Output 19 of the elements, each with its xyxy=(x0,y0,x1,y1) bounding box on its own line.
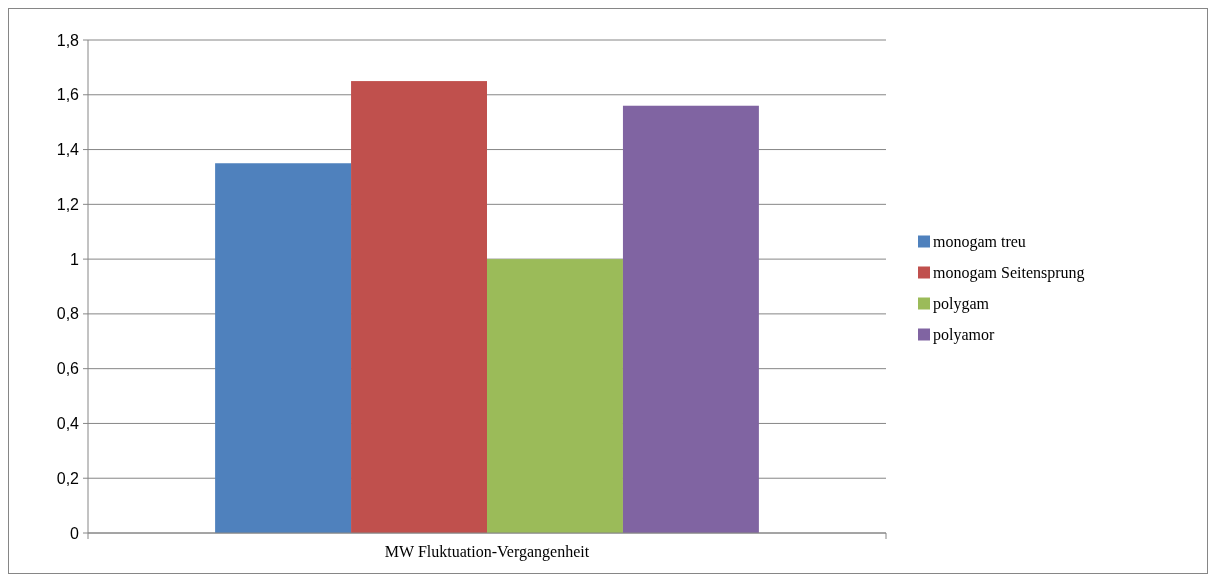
y-tick-label: 0 xyxy=(70,524,80,542)
legend-label: polyamor xyxy=(933,326,995,345)
bar xyxy=(487,259,623,533)
bar xyxy=(351,81,487,533)
y-tick-label: 0,6 xyxy=(56,360,80,378)
y-tick-label: 1,6 xyxy=(56,86,80,104)
x-tick-label: MW Fluktuation-Vergangenheit xyxy=(384,543,590,561)
bar xyxy=(622,105,759,533)
y-tick-label: 1,8 xyxy=(56,31,80,49)
y-tick-label: 0,4 xyxy=(56,415,80,433)
y-tick-label: 1,4 xyxy=(56,141,80,159)
y-tick-label: 0,2 xyxy=(56,469,80,487)
y-tick-label: 1 xyxy=(70,250,80,268)
legend-label: monogam treu xyxy=(933,233,1026,252)
legend-label: polygam xyxy=(933,295,990,314)
legend-label: monogam Seitensprung xyxy=(933,264,1085,283)
y-tick-label: 1,2 xyxy=(56,195,80,213)
y-tick-label: 0,8 xyxy=(56,305,80,323)
bar xyxy=(215,163,352,533)
